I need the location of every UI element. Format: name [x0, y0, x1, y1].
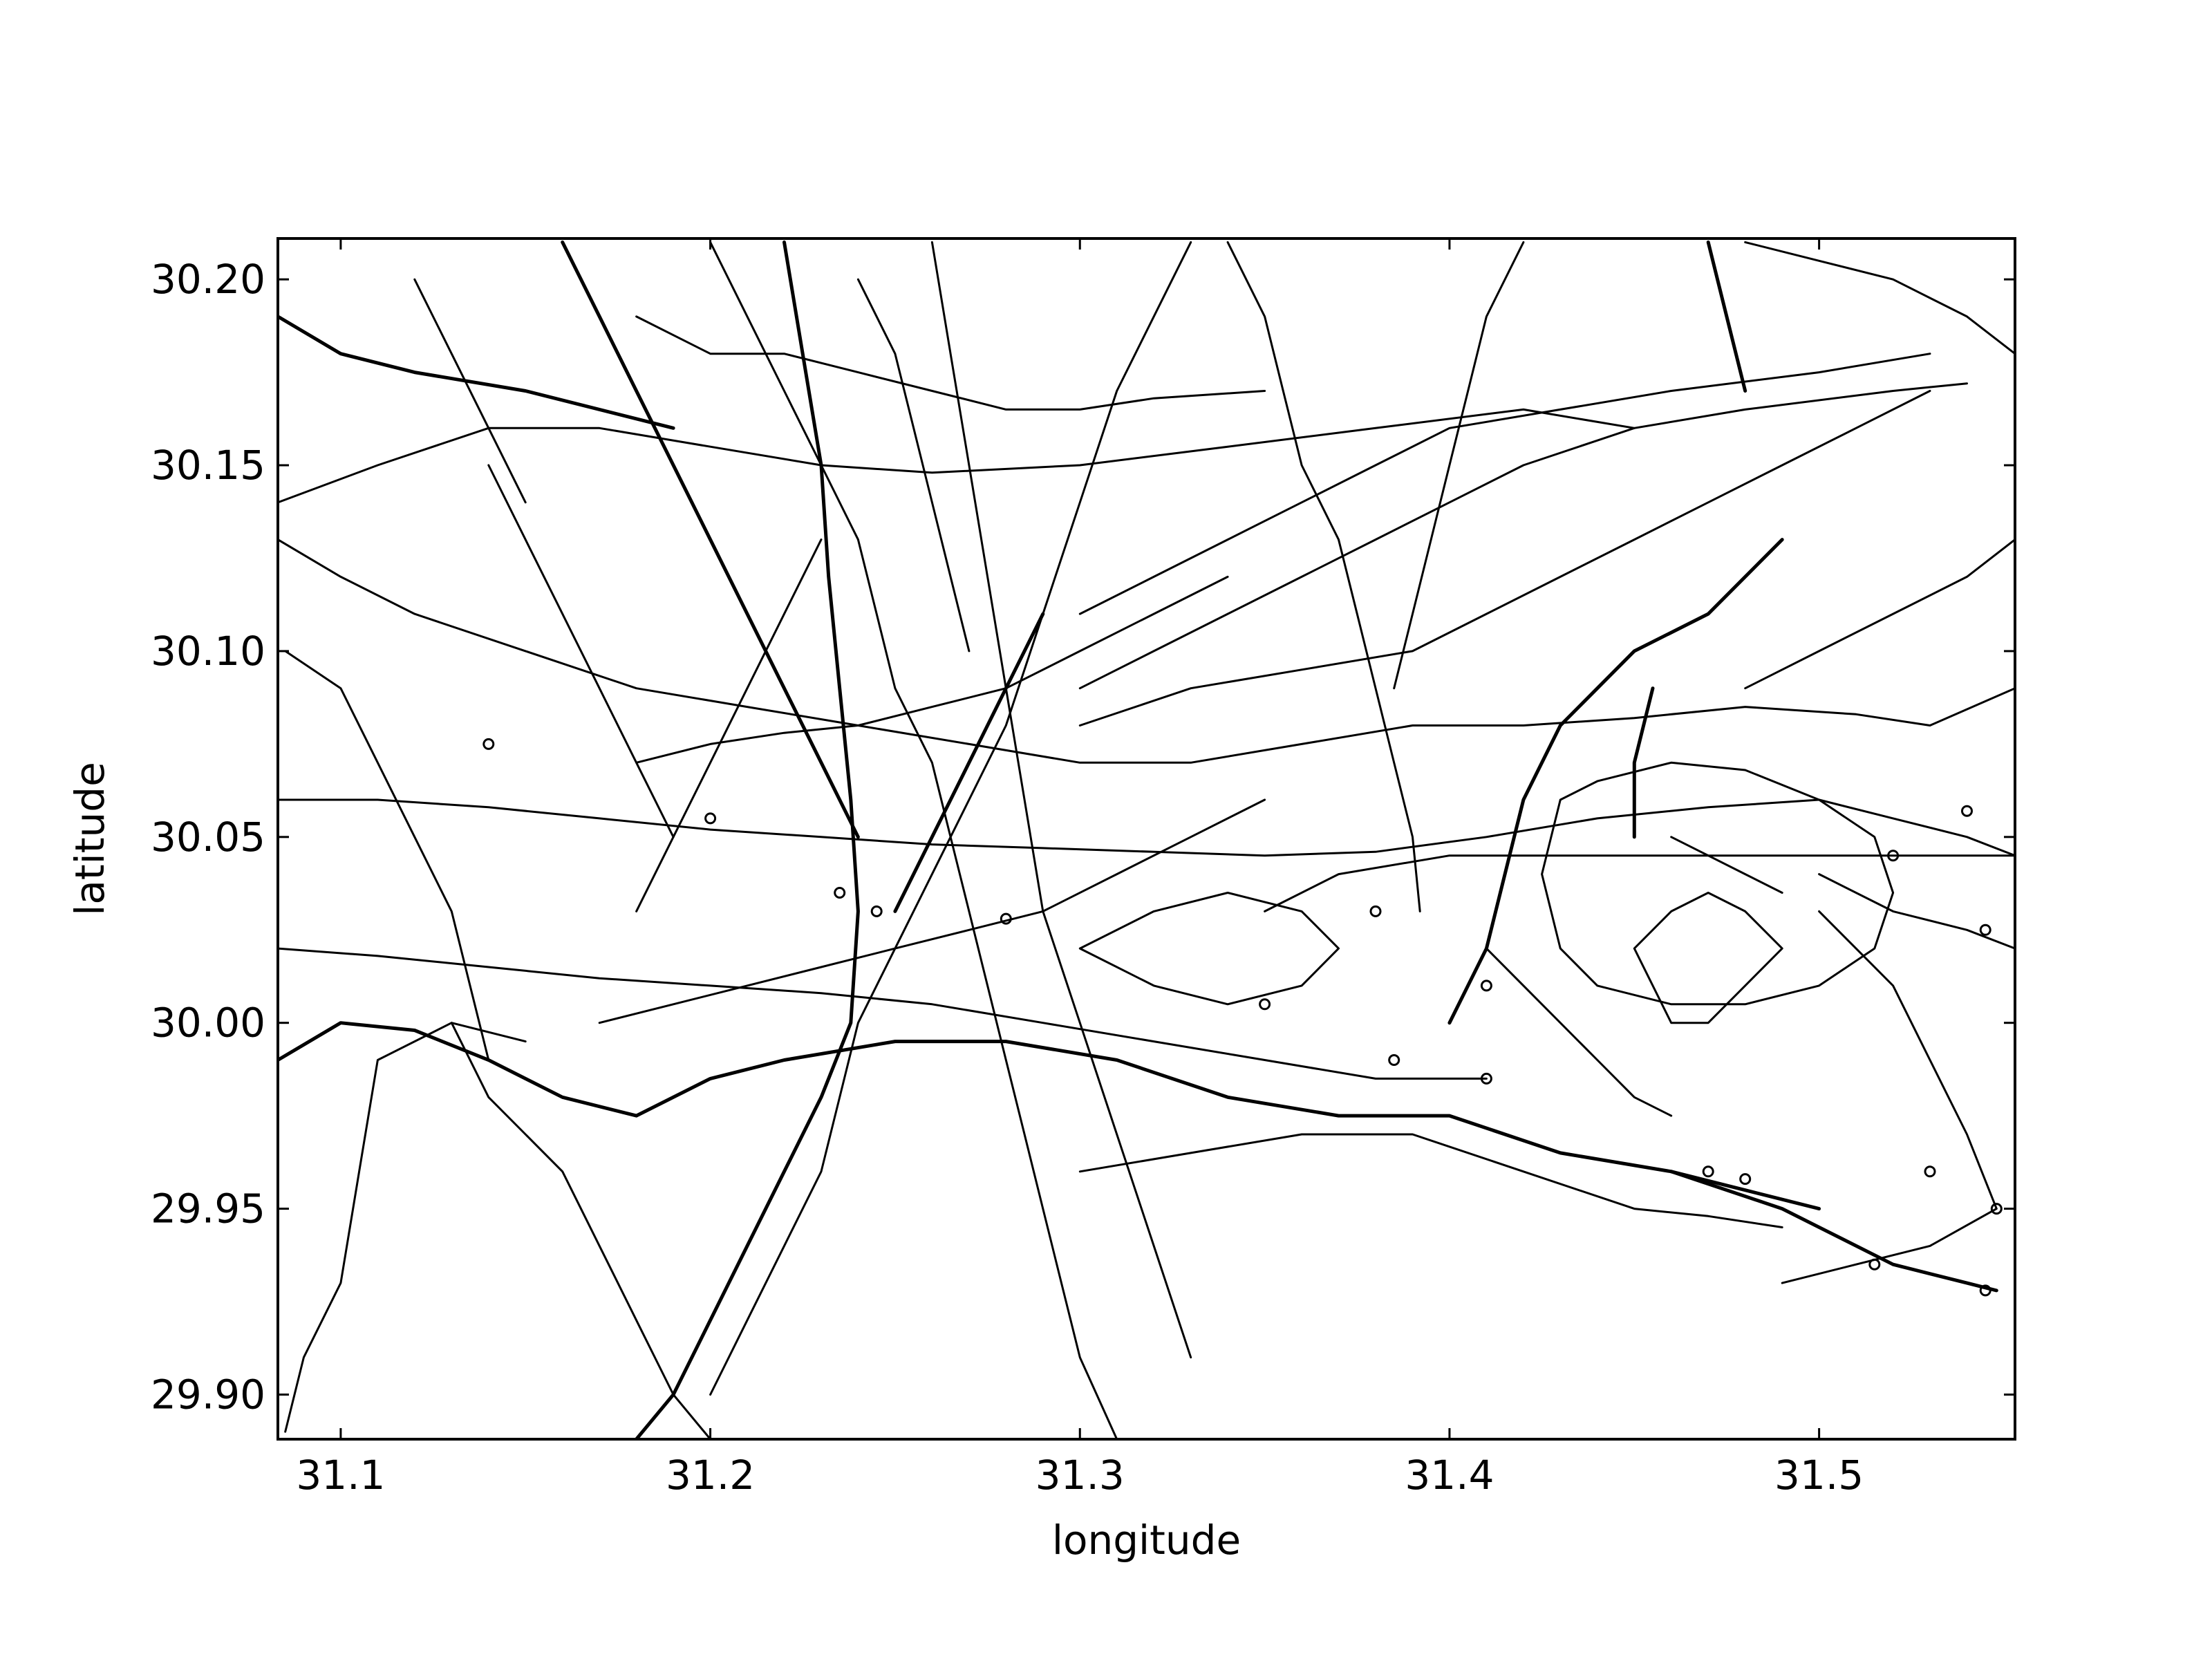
- road-markers: [482, 738, 2003, 1297]
- road-node-marker: [1480, 1072, 1492, 1085]
- road-node-marker: [1000, 912, 1012, 925]
- road-segment: [1264, 854, 2015, 912]
- x-tick-label: 31.3: [1035, 1452, 1125, 1499]
- y-tick-label: 30.05: [151, 814, 265, 861]
- road-node-marker: [834, 887, 846, 899]
- road-segment: [1078, 892, 1340, 1006]
- road-segment: [893, 612, 1045, 913]
- road-node-marker: [1979, 924, 1991, 936]
- road-node-marker: [1369, 905, 1382, 917]
- road-segment: [278, 1021, 1821, 1211]
- y-tick-label: 29.95: [151, 1185, 265, 1232]
- road-segment: [635, 240, 860, 1439]
- y-tick-label: 30.00: [151, 1000, 265, 1047]
- road-segment: [561, 240, 860, 839]
- road-segment: [278, 798, 1821, 857]
- plot-frame: [276, 237, 2016, 1441]
- road-segment: [709, 241, 1192, 1396]
- road-segment: [278, 538, 2015, 764]
- road-segment: [1670, 836, 1783, 894]
- road-segment: [1632, 686, 1655, 839]
- road-segment: [1818, 873, 2015, 950]
- road-segment: [1541, 761, 1895, 1006]
- x-tick-label: 31.4: [1405, 1452, 1494, 1499]
- road-node-marker: [704, 812, 717, 825]
- road-segment: [1078, 353, 1931, 615]
- road-segment: [635, 315, 1266, 411]
- road-segment: [1744, 538, 2015, 690]
- road-node-marker: [1979, 1284, 1991, 1297]
- road-segment: [930, 241, 1192, 1359]
- road-segment: [1818, 798, 2015, 857]
- road-node-marker: [482, 738, 495, 750]
- road-segment: [1781, 910, 1998, 1284]
- y-axis-ticks: 29.90 29.95 30.00 30.05 30.10 30.15 30.20: [151, 256, 2015, 1418]
- road-node-marker: [1739, 1173, 1752, 1185]
- road-segment: [635, 575, 1229, 764]
- road-segment: [1706, 240, 1747, 393]
- road-segment: [856, 278, 971, 653]
- x-axis-ticks: 31.1 31.2 31.3 31.4 31.5: [296, 238, 1864, 1499]
- road-node-marker: [1259, 998, 1271, 1011]
- road-segment: [635, 538, 823, 912]
- road-node-marker: [1388, 1054, 1400, 1066]
- y-tick-label: 30.10: [151, 628, 265, 675]
- road-segment: [278, 315, 675, 430]
- road-node-marker: [1868, 1258, 1881, 1271]
- x-tick-label: 31.5: [1774, 1452, 1864, 1499]
- road-node-marker: [1924, 1165, 1936, 1178]
- road-segment: [1393, 241, 1525, 690]
- road-segment: [450, 1022, 712, 1439]
- road-segment: [278, 408, 1635, 504]
- road-segment: [1078, 1133, 1783, 1228]
- y-tick-label: 30.15: [151, 442, 265, 489]
- x-axis-label: longitude: [1052, 1517, 1241, 1564]
- road-node-marker: [870, 905, 883, 917]
- y-tick-label: 30.20: [151, 256, 265, 303]
- road-segment: [598, 798, 1266, 1024]
- y-axis-label: latitude: [66, 762, 113, 916]
- road-node-marker: [1702, 1165, 1714, 1178]
- y-tick-label: 29.90: [151, 1371, 265, 1418]
- road-segment: [1078, 382, 1968, 690]
- road-segment: [284, 650, 490, 1061]
- road-segment: [278, 947, 1488, 1080]
- road-node-marker: [1961, 805, 1973, 817]
- road-segment: [487, 464, 675, 838]
- road-node-marker: [1990, 1203, 2003, 1215]
- road-network: [278, 240, 2015, 1439]
- road-segment: [1485, 947, 1673, 1117]
- road-segment: [1078, 390, 1931, 727]
- road-segment: [1633, 892, 1783, 1024]
- road-segment: [1669, 1170, 1998, 1293]
- road-node-marker: [1480, 980, 1492, 992]
- road-segment: [1447, 538, 1784, 1025]
- road-segment: [1744, 241, 2015, 355]
- x-tick-label: 31.1: [296, 1452, 385, 1499]
- road-segment: [413, 278, 527, 504]
- road-node-marker: [1887, 850, 1900, 862]
- road-segment: [1226, 241, 1421, 912]
- x-tick-label: 31.2: [666, 1452, 755, 1499]
